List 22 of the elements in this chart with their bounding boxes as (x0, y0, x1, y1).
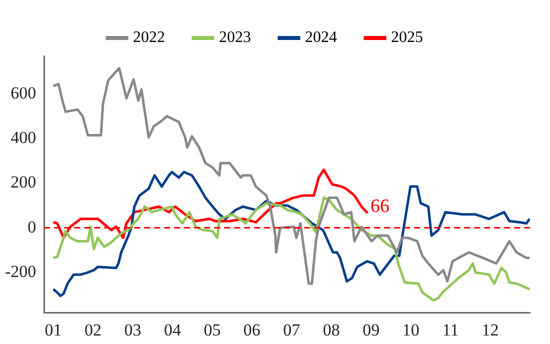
x-tick-label: 02 (84, 320, 102, 340)
x-tick-label: 04 (164, 320, 182, 340)
y-tick-label: 200 (10, 172, 36, 192)
y-tick-label: 0 (28, 217, 36, 236)
y-tick-label: 400 (10, 128, 36, 148)
legend-label: 2023 (219, 29, 251, 46)
y-tick-label: 600 (10, 83, 36, 102)
x-tick-label: 05 (204, 320, 221, 340)
x-tick-label: 01 (44, 320, 62, 340)
x-tick-label: 07 (283, 320, 301, 340)
x-tick-label: 03 (124, 320, 142, 340)
x-tick-label: 12 (482, 320, 499, 340)
x-tick-label: 09 (362, 320, 380, 340)
x-tick-label: 06 (243, 320, 260, 340)
x-tick-label: 08 (322, 320, 340, 340)
annotation: 66 (370, 196, 390, 218)
legend-label: 2025 (391, 29, 423, 46)
y-tick-label: -200 (4, 262, 36, 281)
legend-label: 2022 (133, 29, 165, 46)
legend-label: 2024 (305, 29, 337, 46)
x-tick-label: 11 (442, 320, 459, 340)
x-tick-label: 10 (402, 320, 420, 340)
